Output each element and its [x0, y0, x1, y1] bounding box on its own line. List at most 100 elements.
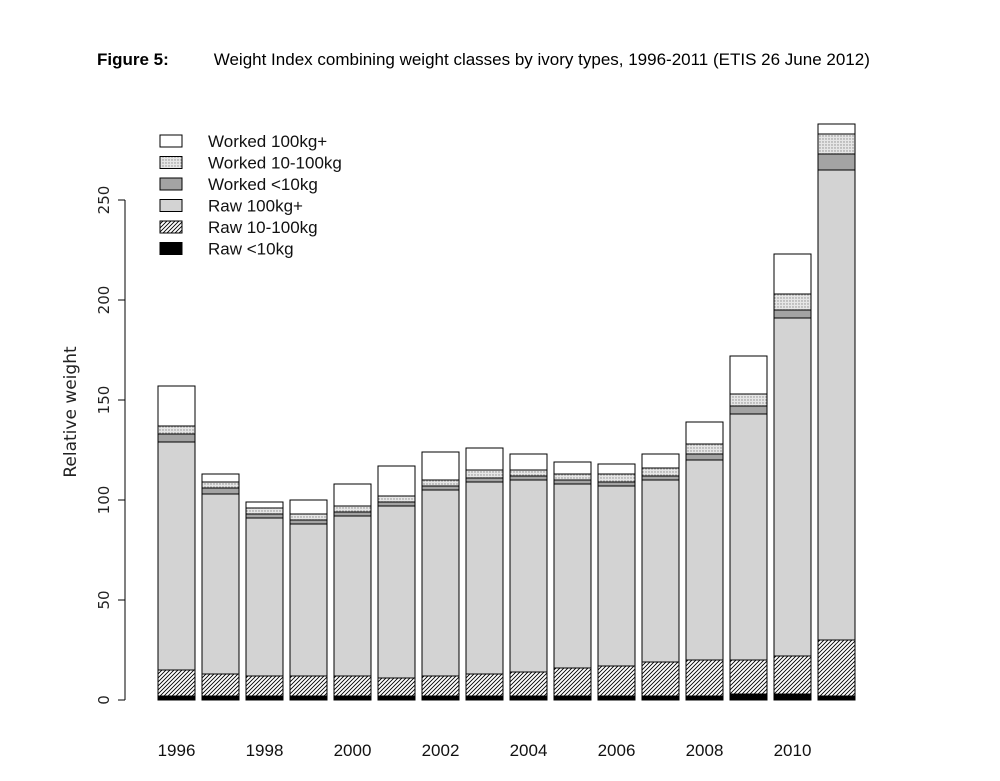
bar-stack [729, 355, 768, 701]
bar-segment [685, 659, 724, 697]
bar-segment [597, 665, 636, 697]
bar-segment [553, 473, 592, 481]
bar-segment [817, 639, 856, 697]
bar-stack [333, 483, 372, 701]
bar-segment [509, 479, 548, 673]
figure-title: Weight Index combining weight classes by… [213, 50, 870, 69]
x-tick-label: 2010 [774, 741, 812, 760]
bar-segment [817, 123, 856, 135]
bars [157, 123, 856, 701]
bar-segment [465, 481, 504, 675]
bar-segment [201, 695, 240, 701]
x-tick-label: 1998 [246, 741, 284, 760]
legend-item: Raw <10kg [159, 240, 294, 259]
x-tick-label: 2006 [598, 741, 636, 760]
bar-segment [509, 469, 548, 477]
x-tick-label: 2004 [510, 741, 548, 760]
bar-segment [289, 519, 328, 525]
bar-segment [245, 501, 284, 509]
legend-label: Raw 10-100kg [208, 218, 318, 237]
bar-segment [201, 481, 240, 489]
bar-segment [245, 517, 284, 677]
bar-segment [773, 253, 812, 295]
bar-stack [685, 421, 724, 701]
y-tick-label: 200 [95, 286, 113, 315]
bar-segment [773, 293, 812, 311]
bar-segment [377, 495, 416, 503]
legend-label: Worked <10kg [208, 175, 318, 194]
legend-item: Worked <10kg [159, 175, 318, 194]
legend: Worked 100kg+ Worked 10-100kg Worked <10kg… [159, 132, 342, 259]
bar-stack [245, 501, 284, 701]
bar-segment [289, 499, 328, 515]
bar-segment [597, 481, 636, 487]
bar-segment [289, 675, 328, 697]
legend-item: Worked 10-100kg [159, 154, 342, 173]
bar-segment [817, 153, 856, 171]
bar-segment [641, 467, 680, 477]
bar-segment [685, 695, 724, 701]
y-tick-label: 150 [95, 386, 113, 415]
bar-segment [421, 485, 460, 491]
x-tick-label: 2002 [422, 741, 460, 760]
bar-stack [377, 465, 416, 701]
bar-segment [157, 441, 196, 671]
bar-segment [729, 693, 768, 701]
y-axis: 0 50 100 150 200 250 [95, 186, 126, 705]
legend-swatch [159, 242, 183, 255]
bar-segment [421, 695, 460, 701]
bar-stack [597, 463, 636, 701]
bar-stack [465, 447, 504, 701]
bar-segment [377, 465, 416, 497]
y-tick-label: 50 [95, 590, 113, 609]
bar-segment [377, 695, 416, 701]
y-tick-label: 250 [95, 186, 113, 215]
bar-segment [729, 659, 768, 695]
bar-segment [421, 675, 460, 697]
bar-segment [333, 483, 372, 507]
bar-segment [201, 493, 240, 675]
legend-label: Worked 100kg+ [208, 132, 327, 151]
bar-segment [333, 505, 372, 513]
bar-segment [597, 473, 636, 483]
bar-segment [157, 433, 196, 443]
bar-segment [553, 667, 592, 697]
legend-swatch [159, 177, 183, 191]
bar-segment [245, 695, 284, 701]
bar-segment [641, 453, 680, 469]
bar-segment [245, 675, 284, 697]
x-tick-label: 2000 [334, 741, 372, 760]
bar-segment [157, 669, 196, 697]
bar-segment [773, 693, 812, 701]
bar-segment [817, 133, 856, 155]
legend-swatch [159, 199, 183, 212]
bar-segment [773, 317, 812, 657]
y-axis-label: Relative weight [61, 346, 81, 478]
bar-segment [509, 453, 548, 471]
y-tick-label: 0 [95, 695, 113, 705]
bar-stack [509, 453, 548, 701]
bar-segment [421, 451, 460, 481]
bar-segment [289, 695, 328, 701]
bar-stack [421, 451, 460, 701]
bar-segment [201, 473, 240, 483]
bar-stack [157, 385, 196, 701]
bar-segment [685, 453, 724, 461]
bar-segment [597, 463, 636, 475]
bar-segment [597, 485, 636, 667]
legend-item: Raw 100kg+ [159, 197, 303, 216]
bar-segment [465, 673, 504, 697]
legend-label: Worked 10-100kg [208, 154, 342, 173]
bar-segment [333, 511, 372, 517]
bar-segment [157, 385, 196, 427]
legend-label: Raw 100kg+ [208, 197, 303, 216]
bar-segment [773, 655, 812, 695]
bar-segment [509, 695, 548, 701]
bar-segment [597, 695, 636, 701]
legend-item: Raw 10-100kg [159, 218, 318, 237]
legend-swatch [159, 156, 183, 169]
bar-segment [465, 477, 504, 483]
figure-label: Figure 5: [97, 50, 169, 69]
bar-segment [333, 675, 372, 697]
